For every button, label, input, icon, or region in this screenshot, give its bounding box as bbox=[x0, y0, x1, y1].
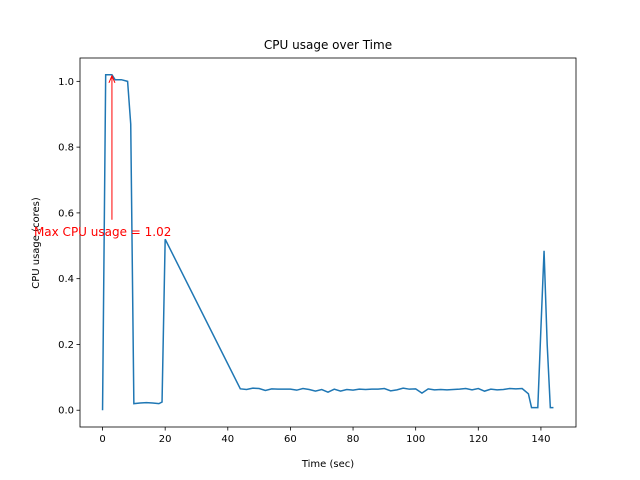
annotation-arrowhead bbox=[108, 74, 116, 83]
x-tick-label: 80 bbox=[347, 434, 360, 445]
x-tick-label: 120 bbox=[469, 434, 488, 445]
y-tick-label: 0.8 bbox=[58, 143, 74, 154]
x-tick-label: 0 bbox=[99, 434, 105, 445]
y-tick-label: 0.4 bbox=[58, 274, 74, 285]
x-axis-label: Time (sec) bbox=[301, 459, 354, 470]
y-tick-label: 0.0 bbox=[58, 406, 74, 417]
x-tick-label: 60 bbox=[284, 434, 297, 445]
line-series bbox=[101, 74, 554, 411]
x-tick-label: 20 bbox=[159, 434, 172, 445]
chart-title: CPU usage over Time bbox=[264, 38, 392, 52]
annotation: Max CPU usage = 1.02 bbox=[34, 225, 171, 239]
y-axis-label: CPU usage (cores) bbox=[31, 197, 42, 289]
x-tick-label: 40 bbox=[221, 434, 234, 445]
y-tick-label: 1.0 bbox=[58, 77, 74, 88]
y-tick-label: 0.6 bbox=[58, 208, 74, 219]
axes-frame bbox=[79, 57, 577, 428]
x-tick-label: 140 bbox=[531, 434, 550, 445]
x-tick-label: 100 bbox=[406, 434, 425, 445]
y-tick-label: 0.2 bbox=[58, 340, 74, 351]
